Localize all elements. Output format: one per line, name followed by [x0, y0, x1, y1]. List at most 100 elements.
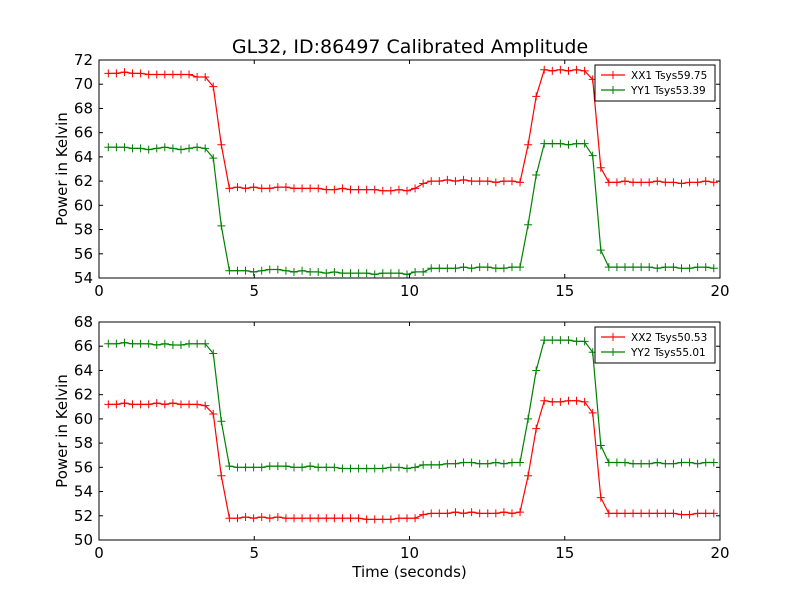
top-series-1-point [451, 177, 460, 186]
top-series-1-point [370, 185, 379, 194]
top-series-2-point [128, 144, 137, 153]
top-x-tick-label: 10 [400, 282, 419, 300]
top-series-2-point [249, 267, 258, 276]
bottom-series-2-point [217, 417, 226, 426]
top-legend-label: YY1 Tsys53.39 [630, 85, 706, 97]
top-series-2-point [556, 139, 565, 148]
bottom-series-1-point [362, 515, 371, 524]
bottom-series-1-point [257, 512, 266, 521]
bottom-series-1-point [136, 400, 145, 409]
bottom-series-2-point [403, 464, 412, 473]
top-series-1-point [394, 185, 403, 194]
top-x-tick-label: 20 [710, 282, 729, 300]
bottom-series-1-point [403, 514, 412, 523]
bottom-series-2-point [516, 458, 525, 467]
bottom-series-2-point [233, 463, 242, 472]
top-series-1-point [176, 70, 185, 79]
bottom-series-2-point [443, 459, 452, 468]
top-series-2-point [427, 264, 436, 273]
top-series-2-point [604, 263, 613, 272]
bottom-legend-label: YY2 Tsys55.01 [630, 347, 706, 359]
top-series-2-point [225, 266, 234, 275]
bottom-series-1-point [459, 509, 468, 518]
bottom-series-1-point [661, 509, 670, 518]
bottom-series-1-point [588, 408, 597, 417]
bottom-series-1-point [475, 509, 484, 518]
bottom-series-1-line [108, 400, 714, 521]
top-series-2-point [685, 264, 694, 273]
bottom-series-1-point [338, 514, 347, 523]
top-series-2-point [620, 263, 629, 272]
bottom-series-2-point [281, 462, 290, 471]
bottom-y-axis-label: Power in Kelvin [53, 374, 71, 488]
top-series-1-point [403, 186, 412, 195]
top-series-1-point [653, 177, 662, 186]
bottom-series-2-point [338, 464, 347, 473]
top-series-2-point [467, 264, 476, 273]
top-series-1-point [637, 178, 646, 187]
top-series-2-point [330, 267, 339, 276]
top-series-2-point [378, 269, 387, 278]
top-series-1-point [629, 178, 638, 187]
bottom-series-2-point [411, 463, 420, 472]
chart-title: GL32, ID:86497 Calibrated Amplitude [232, 36, 588, 58]
top-series-1-point [427, 177, 436, 186]
top-y-tick-label: 60 [74, 196, 93, 214]
bottom-x-tick-label: 10 [400, 544, 419, 562]
bottom-x-axis-label: Time (seconds) [351, 563, 467, 581]
top-legend-label: XX1 Tsys59.75 [631, 70, 707, 82]
top-series-2-point [661, 263, 670, 272]
top-x-tick-label: 0 [94, 282, 104, 300]
top-series-1 [104, 65, 718, 195]
top-series-1-point [620, 177, 629, 186]
bottom-series-1-point [435, 509, 444, 518]
bottom-series-2-point [209, 349, 218, 358]
bottom-series-1-point [152, 399, 161, 408]
top-y-tick-label: 70 [74, 75, 93, 93]
bottom-series-2-point [451, 459, 460, 468]
bottom-series-2-point [491, 458, 500, 467]
top-series-2 [104, 139, 718, 278]
bottom-y-tick-label: 56 [74, 458, 93, 476]
top-series-2-point [411, 267, 420, 276]
top-series-2-point [168, 144, 177, 153]
bottom-series-1-point [225, 514, 234, 523]
top-series-1-point [540, 65, 549, 74]
bottom-series-1-point [289, 514, 298, 523]
top-series-1-point [362, 185, 371, 194]
bottom-series-1-point [645, 509, 654, 518]
bottom-series-2-point [435, 460, 444, 469]
top-series-1-point [330, 185, 339, 194]
top-series-1-point [289, 184, 298, 193]
bottom-series-1-point [677, 510, 686, 519]
top-series-2-point [419, 267, 428, 276]
top-series-1-point [217, 140, 226, 149]
top-series-1-point [306, 184, 315, 193]
top-series-2-point [629, 263, 638, 272]
bottom-series-1-point [386, 515, 395, 524]
bottom-series-1-point [411, 514, 420, 523]
bottom-series-1-point [427, 509, 436, 518]
bottom-series-2-point [362, 464, 371, 473]
bottom-series-1-point [629, 509, 638, 518]
bottom-series-2-point [193, 339, 202, 348]
top-series-1-point [709, 178, 718, 187]
top-series-2-point [112, 143, 121, 152]
bottom-legend-label: XX2 Tsys50.53 [631, 332, 707, 344]
top-legend-box [594, 64, 716, 102]
bottom-series-1-point [685, 510, 694, 519]
top-series-2-point [612, 263, 621, 272]
bottom-x-tick-label: 5 [249, 544, 259, 562]
top-series-1-point [548, 66, 557, 75]
top-series-1-point [491, 178, 500, 187]
top-series-1-point [604, 178, 613, 187]
top-series-1-point [168, 70, 177, 79]
top-series-2-point [596, 246, 605, 255]
top-series-2-point [483, 263, 492, 272]
top-series-2-point [217, 221, 226, 230]
bottom-series-1-point [516, 508, 525, 517]
bottom-series-2-point [104, 339, 113, 348]
top-series-1-point [685, 178, 694, 187]
bottom-series-2-line [108, 339, 714, 470]
bottom-series-2-point [144, 339, 153, 348]
